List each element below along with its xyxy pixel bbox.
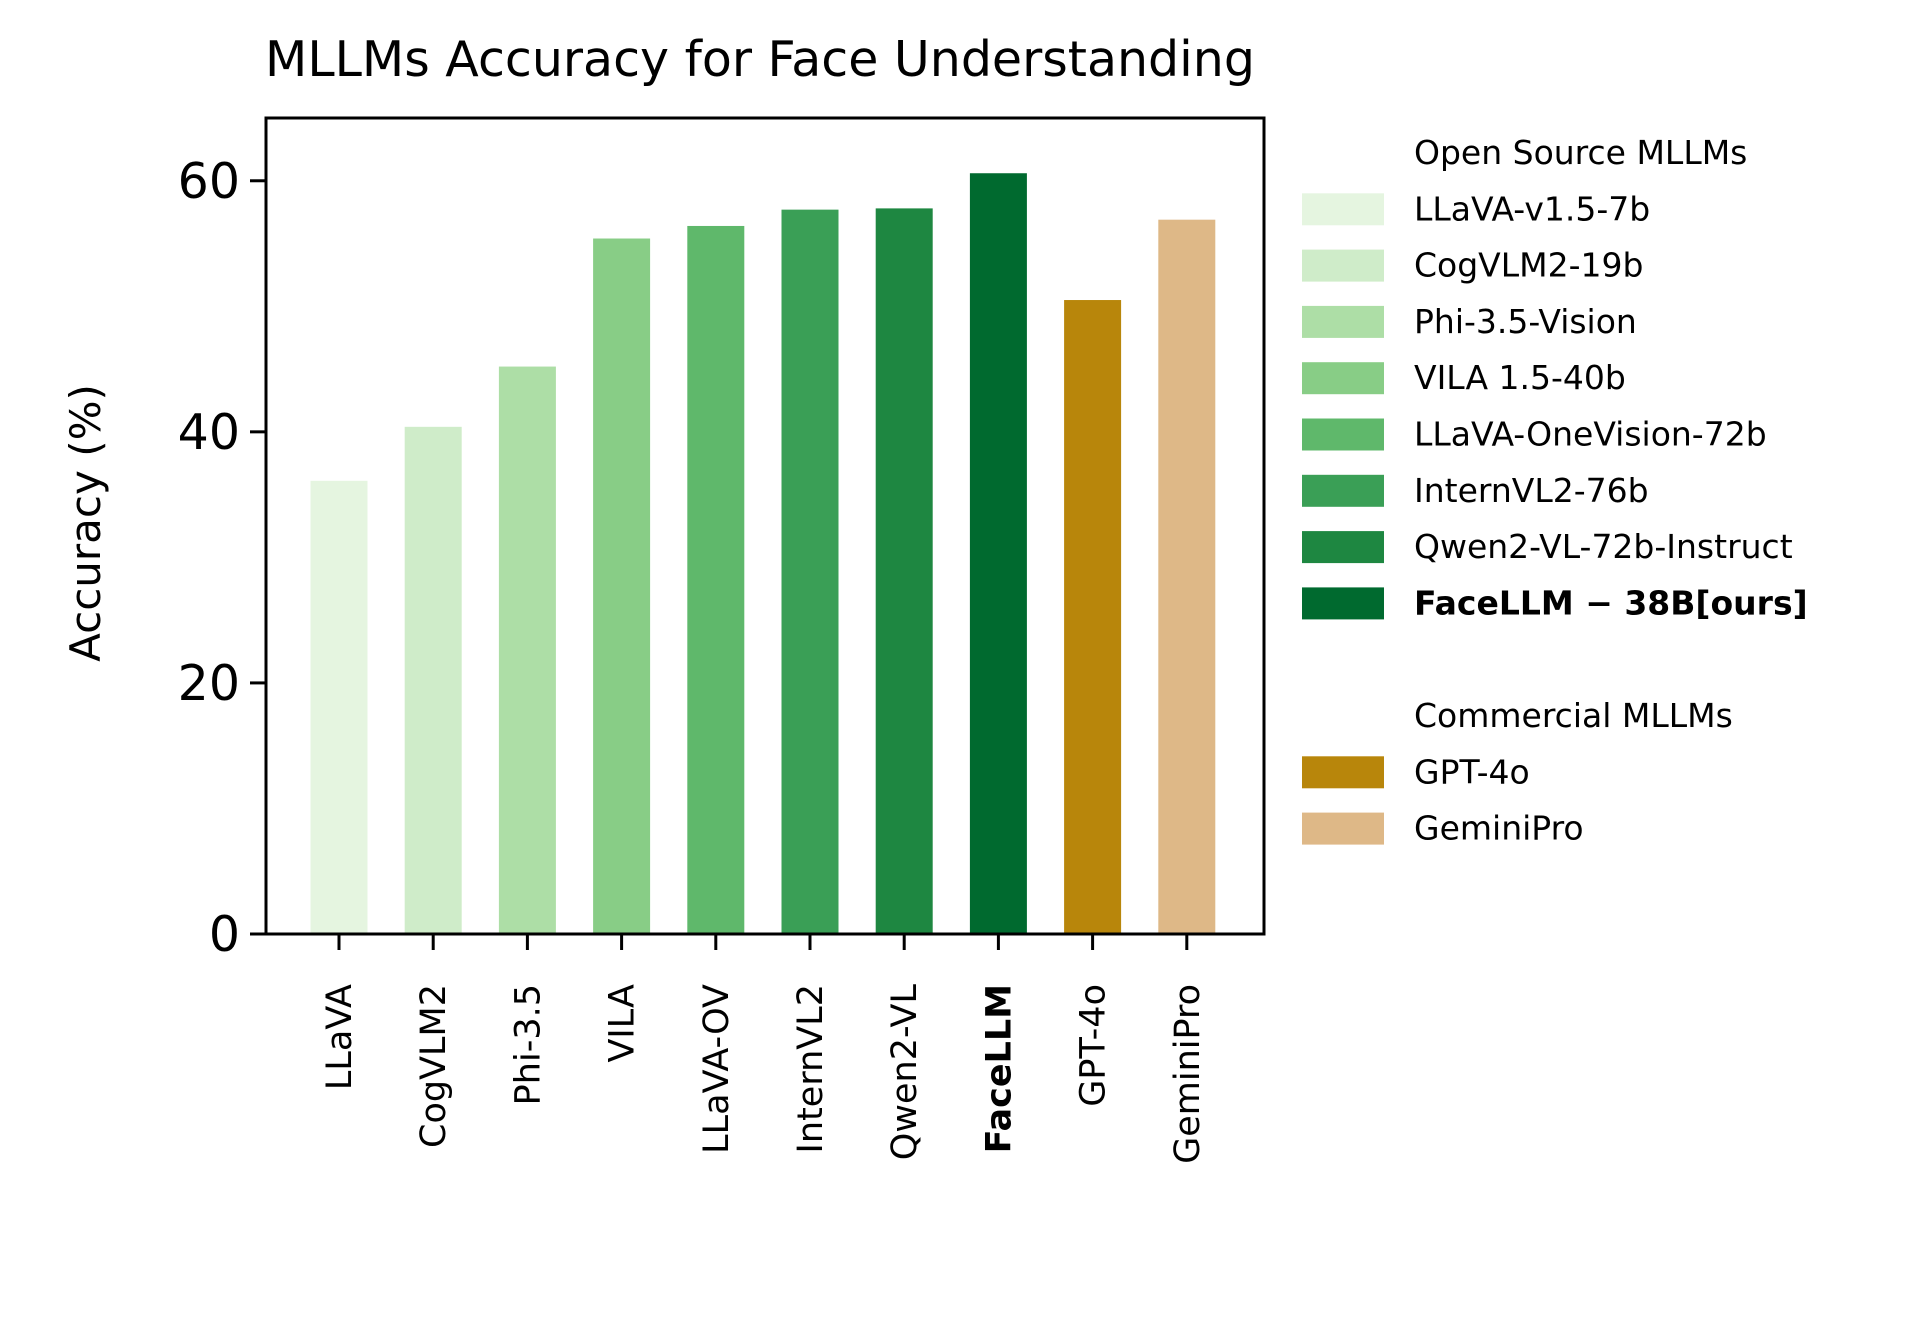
bar-cogvlm2 <box>404 426 462 934</box>
x-tick-label: FaceLLM <box>979 984 1019 1153</box>
bar-llava-ov <box>687 225 745 934</box>
plot-frame <box>264 116 1266 936</box>
legend-swatch <box>1302 305 1384 338</box>
y-tick-label: 40 <box>178 404 240 461</box>
legend-label: CogVLM2-19b <box>1414 246 1643 285</box>
y-tick-label: 60 <box>178 153 240 210</box>
bar-qwen2-vl <box>875 208 933 934</box>
legend-label: InternVL2-76b <box>1414 471 1649 510</box>
x-tick-label: GeminiPro <box>1168 984 1208 1164</box>
bar-geminipro <box>1158 219 1216 934</box>
x-tick-label: LLaVA-OV <box>697 984 737 1154</box>
bar-internvl2 <box>781 209 839 935</box>
legend-swatch <box>1302 587 1384 620</box>
legend-label: GPT-4o <box>1414 752 1530 791</box>
bars-group <box>310 173 1216 935</box>
y-axis-label: Accuracy (%) <box>61 384 110 662</box>
x-axis: LLaVA CogVLM2 Phi-3.5 VILA LLaVA-OV InternVL2… <box>320 934 1208 1164</box>
x-tick-label: LLaVA <box>320 984 360 1090</box>
legend-label: GeminiPro <box>1414 809 1584 848</box>
bar-llava <box>310 480 368 934</box>
legend-label: VILA 1.5-40b <box>1414 358 1626 397</box>
legend-swatch <box>1302 193 1384 226</box>
legend-swatch <box>1302 756 1384 789</box>
x-tick-label: Qwen2-VL <box>885 984 925 1161</box>
legend-group-header: Open Source MLLMs <box>1414 133 1747 172</box>
x-tick-label: VILA <box>603 984 643 1063</box>
legend-swatch <box>1302 531 1384 564</box>
legend-label: FaceLLM − 38B[ours] <box>1414 583 1808 622</box>
legend-label: LLaVA-v1.5-7b <box>1414 189 1650 228</box>
x-tick-label: CogVLM2 <box>414 984 454 1148</box>
bar-gpt-4o <box>1064 300 1122 934</box>
legend-swatch <box>1302 812 1384 845</box>
x-tick-label: InternVL2 <box>791 984 831 1153</box>
legend-group-header: Commercial MLLMs <box>1414 696 1733 735</box>
legend-swatch <box>1302 249 1384 282</box>
bar-facellm <box>969 173 1027 934</box>
legend: Open Source MLLMs LLaVA-v1.5-7b CogVLM2-19… <box>1302 133 1808 848</box>
x-tick-label: Phi-3.5 <box>508 984 548 1105</box>
legend-swatch <box>1302 418 1384 451</box>
bar-phi-3-5 <box>498 366 556 934</box>
legend-swatch <box>1302 362 1384 395</box>
x-tick-label: GPT-4o <box>1074 984 1114 1107</box>
legend-swatch <box>1302 474 1384 507</box>
chart-title: MLLMs Accuracy for Face Understanding <box>265 31 1255 88</box>
y-axis: 0 20 40 60 <box>178 153 266 963</box>
legend-label: Qwen2-VL-72b-Instruct <box>1414 527 1793 566</box>
legend-label: LLaVA-OneVision-72b <box>1414 415 1767 454</box>
bar-vila <box>593 238 651 935</box>
y-tick-label: 0 <box>209 906 240 963</box>
y-tick-label: 20 <box>178 655 240 712</box>
legend-label: Phi-3.5-Vision <box>1414 302 1637 341</box>
